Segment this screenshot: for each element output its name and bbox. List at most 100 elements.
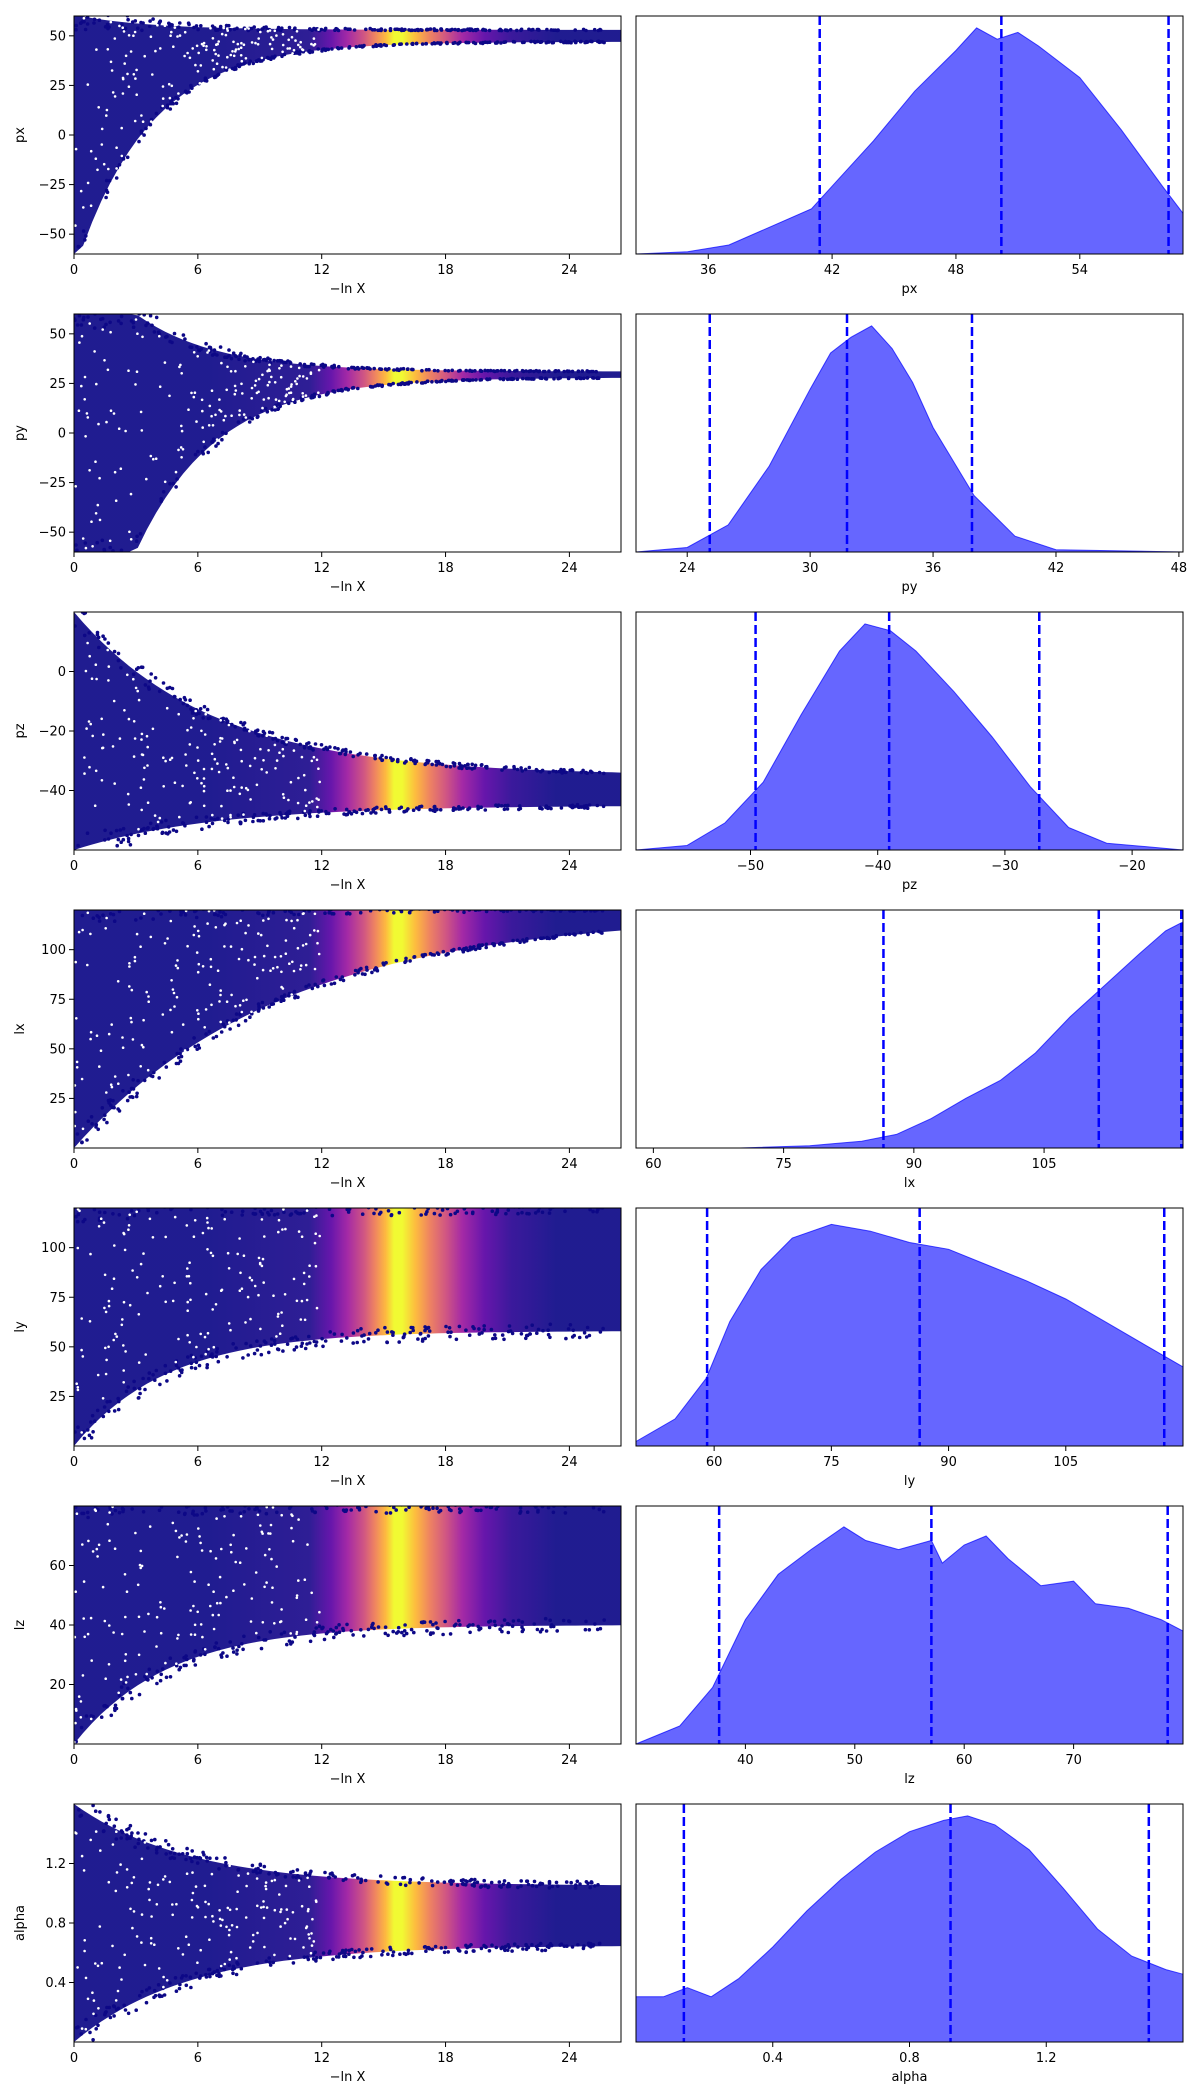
- y-tick-label: −25: [39, 476, 66, 491]
- scatter-point: [359, 1628, 363, 1632]
- scatter-gap: [232, 785, 236, 789]
- scatter-point: [279, 1498, 283, 1502]
- scatter-gap: [232, 1589, 235, 1592]
- scatter-gap: [114, 1889, 118, 1893]
- scatter-point: [468, 369, 472, 373]
- scatter-point: [533, 1211, 538, 1215]
- scatter-point: [483, 40, 488, 44]
- scatter-point: [80, 1140, 84, 1144]
- scatter-gap: [249, 798, 252, 801]
- scatter-point: [223, 912, 228, 917]
- scatter-gap: [253, 963, 256, 966]
- scatter-gap: [291, 1514, 294, 1518]
- scatter-point: [506, 1208, 511, 1212]
- scatter-gap: [296, 946, 300, 950]
- scatter-point: [436, 759, 441, 764]
- scatter-point: [316, 47, 321, 51]
- scatter-point: [112, 919, 117, 923]
- scatter-point: [523, 767, 528, 772]
- scatter-gap: [106, 368, 110, 372]
- scatter-point: [176, 1510, 181, 1514]
- scatter-point: [442, 1880, 447, 1884]
- scatter-point: [171, 481, 176, 486]
- scatter-point: [461, 1881, 465, 1886]
- scatter-point: [183, 913, 188, 917]
- scatter-gap: [125, 1590, 129, 1593]
- scatter-gap: [291, 397, 295, 401]
- x-tick-label: 24: [561, 1455, 578, 1470]
- scatter-point: [256, 28, 261, 33]
- scatter-point: [163, 1371, 168, 1376]
- scatter-gap: [89, 1838, 92, 1842]
- scatter-point: [255, 1506, 259, 1511]
- scatter-point: [130, 1831, 134, 1835]
- scatter-point: [393, 27, 397, 32]
- scatter-gap: [173, 781, 177, 784]
- scatter-point: [529, 1498, 533, 1502]
- scatter-point: [300, 904, 304, 908]
- scatter-gap: [212, 1345, 216, 1349]
- scatter-point: [546, 1328, 550, 1332]
- scatter-point: [74, 1214, 78, 1219]
- scatter-gap: [110, 69, 114, 72]
- scatter-gap: [139, 786, 143, 789]
- scatter-gap: [285, 918, 288, 922]
- scatter-gap: [105, 108, 109, 112]
- scatter-point: [534, 767, 539, 772]
- scatter-point: [404, 1500, 408, 1504]
- scatter-point: [524, 1498, 528, 1502]
- scatter-point: [541, 1328, 545, 1333]
- scatter-point: [178, 1982, 182, 1987]
- scatter-gap: [216, 969, 220, 972]
- scatter-gap: [77, 930, 81, 934]
- scatter-gap: [129, 492, 133, 496]
- scatter-point: [407, 910, 412, 915]
- scatter-point: [233, 354, 238, 358]
- scatter-gap: [159, 1605, 163, 1609]
- scatter-gap: [164, 1300, 167, 1304]
- scatter-point: [247, 420, 252, 424]
- scatter-point: [112, 1824, 117, 1828]
- scatter-point: [74, 309, 78, 313]
- scatter-point: [494, 1507, 499, 1511]
- scatter-point: [216, 1646, 221, 1651]
- scatter-gap: [101, 328, 104, 331]
- scatter-gap: [297, 43, 300, 47]
- scatter-gap: [296, 801, 300, 805]
- scatter-point: [411, 808, 416, 812]
- scatter-point: [573, 28, 577, 32]
- scatter-point: [108, 900, 112, 904]
- scatter-point: [185, 1047, 190, 1052]
- scatter-gap: [275, 1565, 279, 1568]
- scatter-point: [332, 363, 337, 368]
- scatter-gap: [284, 939, 288, 942]
- x-tick-label: 12: [313, 859, 330, 874]
- scatter-point: [219, 914, 224, 919]
- scatter-point: [220, 430, 225, 435]
- scatter-gap: [210, 1872, 214, 1876]
- scatter-gap: [173, 26, 177, 29]
- scatter-point: [262, 1864, 267, 1869]
- scatter-point: [295, 1868, 300, 1872]
- scatter-point: [312, 906, 316, 910]
- scatter-gap: [195, 420, 198, 423]
- scatter-point: [548, 1618, 552, 1623]
- scatter-point: [185, 1657, 189, 1662]
- scatter-point: [516, 1618, 521, 1623]
- scatter-point: [124, 1200, 128, 1204]
- scatter-point: [404, 1631, 409, 1636]
- scatter-point: [157, 1508, 162, 1513]
- scatter-point: [582, 1331, 587, 1335]
- scatter-point: [425, 1629, 429, 1633]
- scatter-point: [281, 905, 285, 909]
- scatter-gap: [215, 438, 219, 441]
- scatter-point: [333, 807, 337, 811]
- scatter-point: [484, 910, 489, 914]
- scatter-point: [340, 389, 345, 393]
- scatter-point: [536, 1209, 541, 1213]
- scatter-point: [553, 369, 558, 373]
- scatter-point: [168, 1856, 173, 1861]
- scatter-gap: [303, 809, 307, 813]
- scatter-point: [216, 913, 220, 918]
- y-tick-label: 0.8: [45, 1917, 66, 1932]
